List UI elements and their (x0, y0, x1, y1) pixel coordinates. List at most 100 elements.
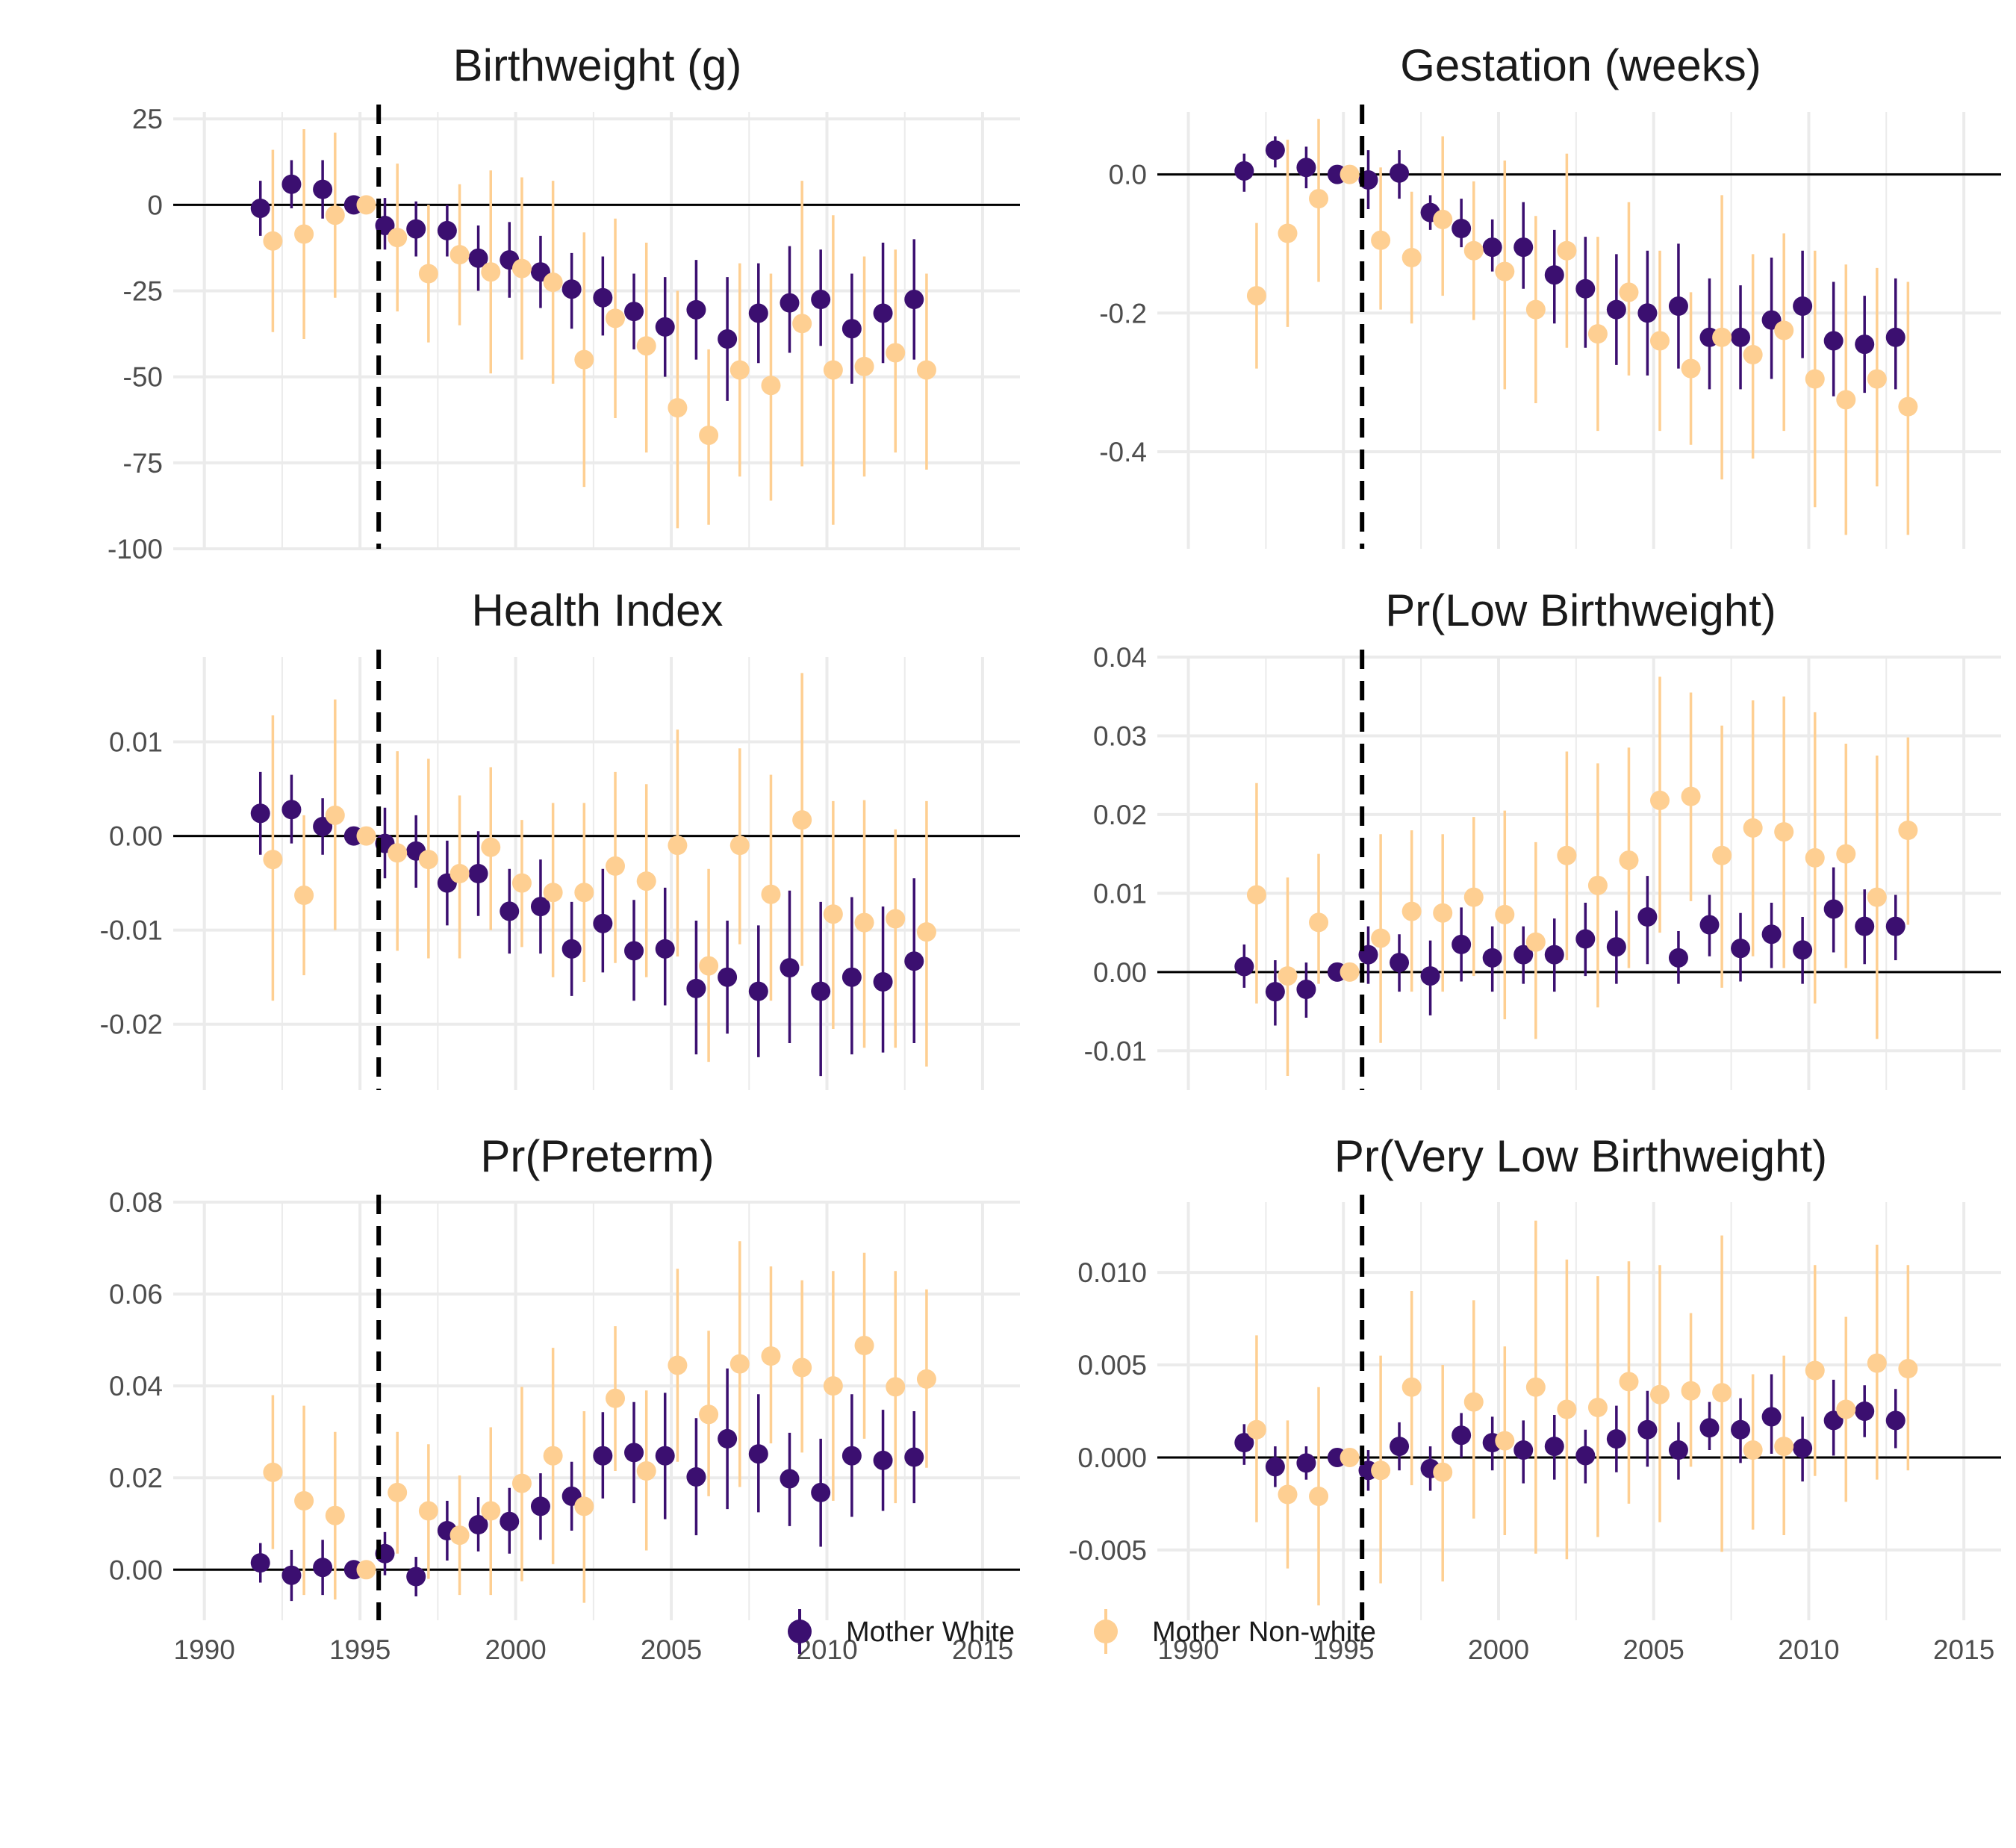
data-point (823, 360, 843, 380)
data-point (668, 1355, 688, 1375)
data-point (916, 360, 936, 380)
data-point (468, 248, 488, 268)
data-point (1668, 948, 1688, 968)
y-tick-label: 0.03 (1093, 721, 1147, 751)
data-point (606, 308, 626, 329)
data-point (841, 967, 862, 987)
data-point (418, 1501, 438, 1521)
data-point (1699, 1418, 1720, 1438)
y-tick-label: 0.00 (1093, 957, 1147, 988)
series-mother-nonwhite (1246, 119, 1918, 535)
data-point (250, 803, 270, 824)
data-point (1606, 299, 1626, 320)
data-point (1731, 1419, 1751, 1440)
x-tick-label: 2015 (1933, 1634, 1994, 1665)
data-point (1452, 1425, 1472, 1446)
data-point (294, 224, 314, 244)
series-mother-nonwhite (1246, 1220, 1918, 1606)
data-point (1234, 956, 1254, 977)
data-point (1761, 924, 1782, 945)
data-point (1401, 1377, 1422, 1397)
legend-key-white (788, 1609, 812, 1654)
data-point (699, 1404, 719, 1425)
data-point (263, 850, 283, 870)
data-point (1805, 1360, 1825, 1381)
data-point (1712, 1383, 1732, 1403)
data-point (1495, 904, 1515, 924)
data-point (624, 1443, 644, 1463)
data-point (873, 1450, 893, 1470)
data-point (481, 1501, 501, 1521)
data-point (1296, 980, 1316, 1000)
data-point (418, 850, 438, 870)
y-tick-label: 0.000 (1077, 1443, 1147, 1473)
data-point (729, 836, 750, 856)
data-point (1731, 939, 1751, 959)
panel-gestation: Gestation (weeks) 0.0 -0.2 -0.4 (1099, 40, 2001, 549)
data-point (294, 1491, 314, 1511)
data-point (1390, 163, 1410, 183)
data-point (1525, 932, 1546, 952)
data-point (686, 299, 706, 320)
data-point (1420, 966, 1440, 986)
data-point (823, 904, 843, 924)
data-point (1619, 1372, 1639, 1392)
data-point (1774, 822, 1794, 842)
data-point (1340, 1447, 1360, 1467)
data-point (1544, 1437, 1564, 1457)
y-tick-label: 0 (147, 190, 163, 220)
y-tick-label: 0.010 (1077, 1257, 1147, 1288)
series-mother-white (1234, 136, 1905, 396)
data-point (624, 941, 644, 961)
data-point (916, 922, 936, 942)
data-point (916, 1369, 936, 1389)
data-point (1855, 335, 1875, 355)
data-point (655, 317, 675, 337)
panel-title: Pr(Preterm) (480, 1131, 714, 1181)
data-point (1637, 907, 1658, 927)
data-point (561, 939, 582, 959)
data-point (873, 303, 893, 323)
data-point (574, 349, 594, 370)
y-tick-label: 0.0 (1109, 160, 1147, 190)
data-point (561, 279, 582, 299)
data-point (636, 871, 656, 892)
data-point (1823, 331, 1844, 351)
legend-point (1094, 1620, 1118, 1643)
x-tick-label: 1995 (329, 1634, 391, 1665)
data-point (281, 174, 302, 194)
data-point (1836, 1399, 1856, 1419)
data-point (325, 805, 345, 825)
data-point (1793, 940, 1813, 960)
data-point (356, 826, 376, 846)
plot-area: 25 0 -25 -50 -75 -100 (108, 104, 1020, 564)
y-tick-label: -0.4 (1099, 437, 1147, 467)
data-point (886, 343, 906, 363)
data-point (481, 262, 501, 282)
data-point (1681, 358, 1701, 379)
data-point (1544, 945, 1564, 965)
data-point (904, 290, 924, 310)
data-point (904, 951, 924, 971)
data-point (1823, 899, 1844, 919)
data-point (481, 837, 501, 857)
data-point (468, 1515, 488, 1534)
data-point (388, 843, 408, 863)
data-point (449, 245, 470, 265)
data-point (449, 864, 470, 883)
series-mother-nonwhite (263, 129, 936, 529)
x-tick-label: 2005 (641, 1634, 702, 1665)
y-tick-label: -100 (108, 534, 163, 564)
series-mother-white (250, 160, 924, 401)
data-point (1587, 1398, 1608, 1418)
y-tick-label: 25 (132, 104, 163, 134)
data-point (811, 290, 831, 310)
y-tick-label: 0.01 (1093, 878, 1147, 909)
data-point (1855, 916, 1875, 936)
data-point (1712, 845, 1732, 865)
data-point (686, 1467, 706, 1487)
data-point (511, 1473, 532, 1493)
data-point (761, 1346, 781, 1366)
x-tick-label: 2000 (1468, 1634, 1529, 1665)
